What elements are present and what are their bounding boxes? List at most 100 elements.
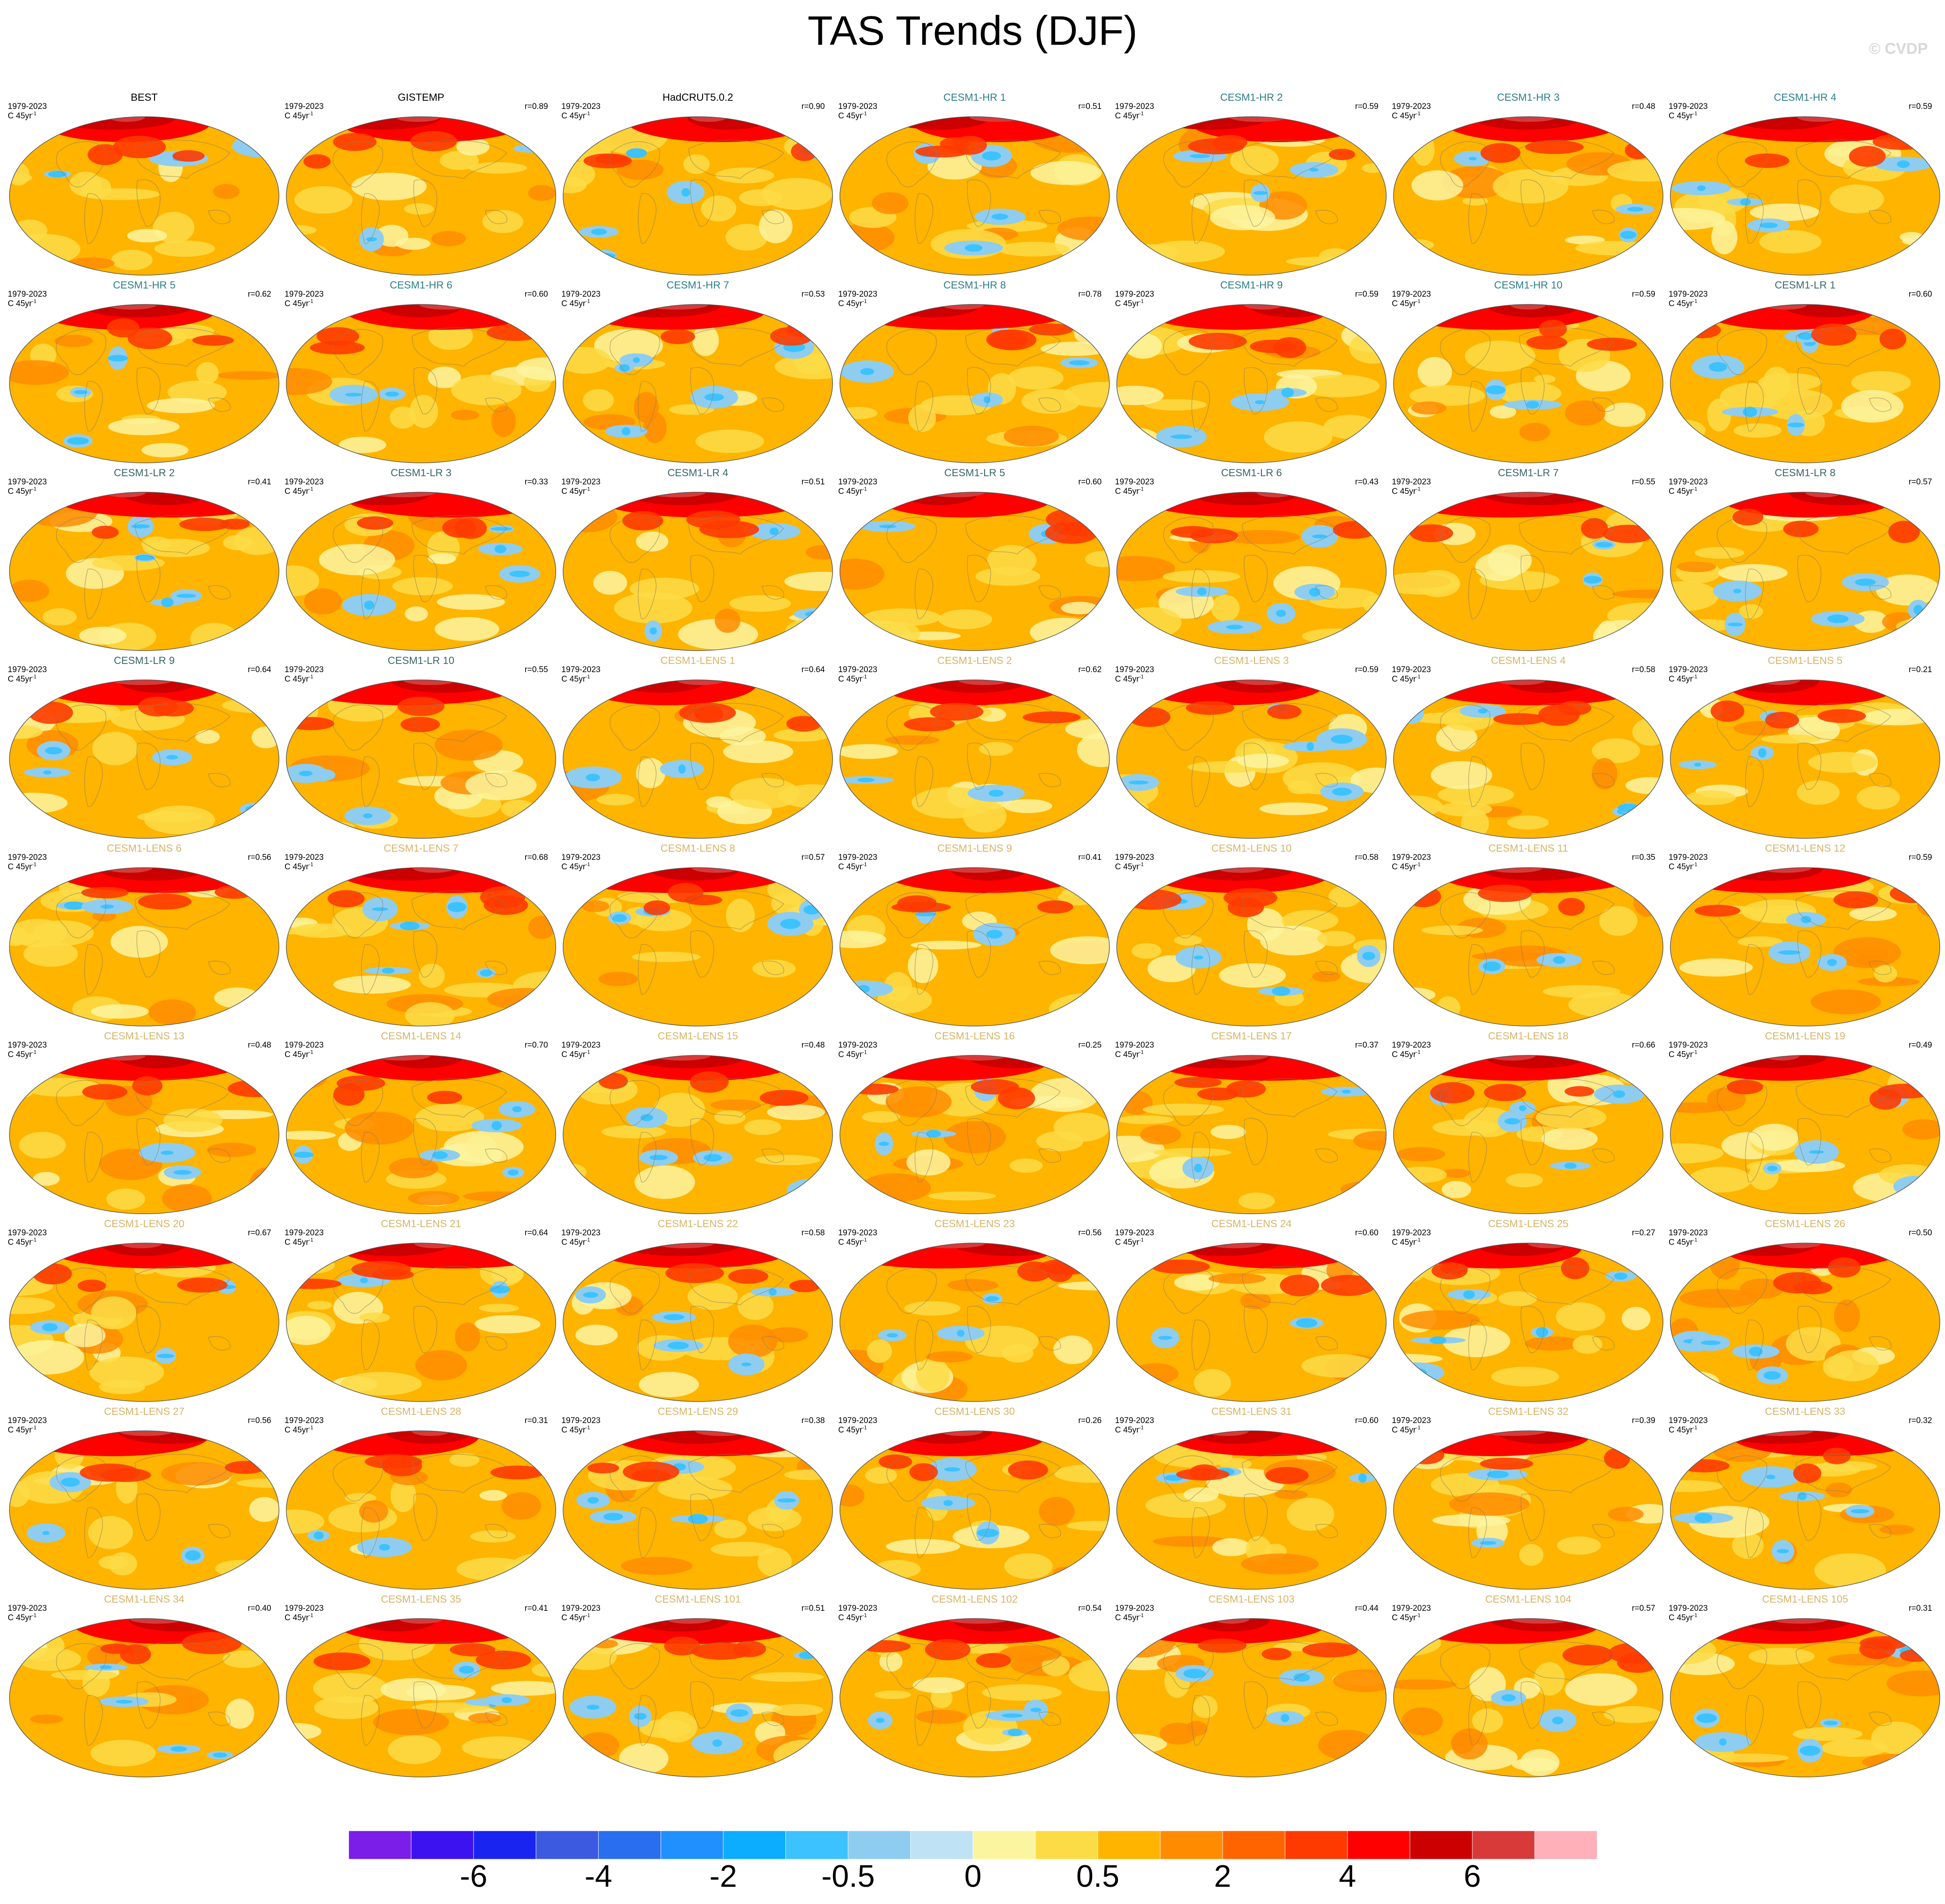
- panel-dataset-name: BEST: [130, 92, 158, 103]
- map-panel: 1979-2023 C 45yr-1 CESM1-LENS 10 r=0.58: [1113, 839, 1390, 1027]
- panel-period: 1979-2023: [1115, 478, 1154, 487]
- panel-units: C 45yr-1: [1115, 1612, 1144, 1622]
- panel-period: 1979-2023: [838, 478, 877, 487]
- panel-pattern-correlation: r=0.60: [524, 290, 548, 299]
- panel-units: C 45yr-1: [561, 110, 590, 121]
- colorbar-swatch: [972, 1830, 1036, 1860]
- panel-pattern-correlation: r=0.55: [524, 665, 548, 674]
- panel-dataset-name: CESM1-LENS 24: [1211, 1218, 1292, 1230]
- map-panel: 1979-2023 C 45yr-1 CESM1-LENS 13 r=0.48: [6, 1027, 282, 1215]
- panel-units-exponent: -1: [1692, 673, 1697, 680]
- panel-dataset-name: CESM1-HR 3: [1497, 92, 1560, 103]
- panel-units-exponent: -1: [1692, 486, 1697, 492]
- panel-period: 1979-2023: [838, 665, 877, 674]
- panel-period: 1979-2023: [285, 102, 324, 111]
- map-panel: 1979-2023 C 45yr-1 CESM1-LR 8 r=0.57: [1667, 464, 1943, 651]
- panel-units: C 45yr-1: [285, 1424, 313, 1435]
- colorbar-tick-label: 6: [1464, 1859, 1481, 1894]
- panel-units-exponent: -1: [585, 673, 590, 680]
- panel-units-exponent: -1: [1692, 298, 1697, 304]
- map-panel: 1979-2023 C 45yr-1 CESM1-LENS 5 r=0.21: [1667, 651, 1943, 839]
- panel-pattern-correlation: r=0.43: [1355, 478, 1378, 487]
- panel-period: 1979-2023: [838, 1416, 877, 1425]
- panel-period: 1979-2023: [285, 1416, 324, 1425]
- trend-map: [1670, 492, 1940, 651]
- map-panel: 1979-2023 C 45yr-1 CESM1-LENS 23 r=0.56: [836, 1215, 1113, 1402]
- trend-map: [286, 116, 556, 276]
- trend-map: [1393, 492, 1663, 651]
- map-panel: 1979-2023 C 45yr-1 CESM1-LENS 24 r=0.60: [1113, 1215, 1390, 1402]
- trend-map: [839, 1243, 1110, 1402]
- trend-map: [1116, 1243, 1387, 1402]
- panel-pattern-correlation: r=0.68: [524, 853, 548, 862]
- trend-map: [1116, 1055, 1387, 1214]
- panel-units: C 45yr-1: [8, 861, 37, 871]
- panel-units: C 45yr-1: [8, 1612, 37, 1622]
- panel-period: 1979-2023: [1115, 1604, 1154, 1613]
- panel-units: C 45yr-1: [285, 1049, 313, 1059]
- map-panel: 1979-2023 C 45yr-1 CESM1-LENS 14 r=0.70: [283, 1027, 559, 1215]
- map-panel: 1979-2023 C 45yr-1 CESM1-LENS 34 r=0.40: [6, 1590, 282, 1778]
- panel-units-exponent: -1: [308, 1612, 313, 1619]
- panel-units-exponent: -1: [585, 298, 590, 304]
- map-panel: 1979-2023 C 45yr-1 CESM1-LR 9 r=0.64: [6, 651, 282, 839]
- panel-period: 1979-2023: [1669, 853, 1708, 862]
- panel-dataset-name: CESM1-LENS 3: [1214, 655, 1289, 667]
- map-panel: 1979-2023 C 45yr-1 CESM1-HR 4 r=0.59: [1667, 88, 1943, 276]
- colorbar-tick-label: 0.5: [1076, 1859, 1119, 1894]
- panel-period: 1979-2023: [1669, 665, 1708, 674]
- panel-units: C 45yr-1: [8, 1424, 37, 1435]
- panel-units-exponent: -1: [862, 486, 867, 492]
- panel-period: 1979-2023: [838, 853, 877, 862]
- panel-pattern-correlation: r=0.78: [1078, 290, 1102, 299]
- panel-dataset-name: CESM1-HR 7: [666, 279, 729, 291]
- trend-map: [839, 1430, 1110, 1590]
- panel-period: 1979-2023: [285, 1604, 324, 1613]
- panel-units-exponent: -1: [1415, 298, 1421, 304]
- panel-units-exponent: -1: [1139, 673, 1144, 680]
- panel-units: C 45yr-1: [1392, 486, 1421, 496]
- panel-period: 1979-2023: [1115, 665, 1154, 674]
- panel-period: 1979-2023: [1392, 853, 1431, 862]
- panel-dataset-name: CESM1-LENS 25: [1488, 1218, 1569, 1230]
- panel-units-exponent: -1: [308, 486, 313, 492]
- panel-dataset-name: CESM1-LENS 4: [1491, 655, 1566, 667]
- panel-units: C 45yr-1: [1115, 298, 1144, 308]
- panel-pattern-correlation: r=0.59: [1632, 290, 1655, 299]
- trend-map: [1393, 1055, 1663, 1214]
- map-panel: 1979-2023 C 45yr-1 CESM1-LR 5 r=0.60: [836, 464, 1113, 651]
- map-panel: 1979-2023 C 45yr-1 CESM1-HR 9 r=0.59: [1113, 276, 1390, 464]
- trend-map: [286, 492, 556, 651]
- map-panel: 1979-2023 C 45yr-1 CESM1-LR 7 r=0.55: [1390, 464, 1666, 651]
- trend-map: [839, 1618, 1110, 1777]
- panel-dataset-name: CESM1-LENS 5: [1768, 655, 1843, 667]
- map-panel: 1979-2023 C 45yr-1 CESM1-LENS 101 r=0.51: [560, 1590, 836, 1778]
- panel-period: 1979-2023: [285, 665, 324, 674]
- panel-pattern-correlation: r=0.59: [1908, 853, 1932, 862]
- panel-units: C 45yr-1: [838, 1424, 867, 1435]
- panel-units: C 45yr-1: [1669, 298, 1697, 308]
- panel-dataset-name: CESM1-LENS 17: [1211, 1030, 1292, 1042]
- panel-units-exponent: -1: [862, 1612, 867, 1619]
- panel-units: C 45yr-1: [1392, 861, 1421, 871]
- panel-period: 1979-2023: [1115, 1228, 1154, 1237]
- panel-units: C 45yr-1: [1115, 673, 1144, 684]
- trend-map: [9, 679, 279, 839]
- panel-units-exponent: -1: [862, 861, 867, 868]
- panel-period: 1979-2023: [561, 102, 601, 111]
- map-panel: 1979-2023 C 45yr-1 CESM1-LENS 4 r=0.58: [1390, 651, 1666, 839]
- trend-map: [563, 679, 833, 839]
- trend-map: [1393, 867, 1663, 1026]
- panel-pattern-correlation: r=0.58: [801, 1228, 825, 1237]
- map-panel: 1979-2023 C 45yr-1 CESM1-LENS 7 r=0.68: [283, 839, 559, 1027]
- panel-units-exponent: -1: [1415, 486, 1421, 492]
- panel-units-exponent: -1: [308, 1424, 313, 1431]
- panel-units: C 45yr-1: [838, 298, 867, 308]
- panel-period: 1979-2023: [285, 1041, 324, 1050]
- panel-units-exponent: -1: [308, 673, 313, 680]
- panel-dataset-name: CESM1-HR 9: [1220, 279, 1283, 291]
- panel-dataset-name: CESM1-LENS 10: [1211, 843, 1292, 854]
- panel-pattern-correlation: r=0.26: [1078, 1416, 1102, 1425]
- panel-units: C 45yr-1: [838, 1049, 867, 1059]
- panel-units: C 45yr-1: [285, 1612, 313, 1622]
